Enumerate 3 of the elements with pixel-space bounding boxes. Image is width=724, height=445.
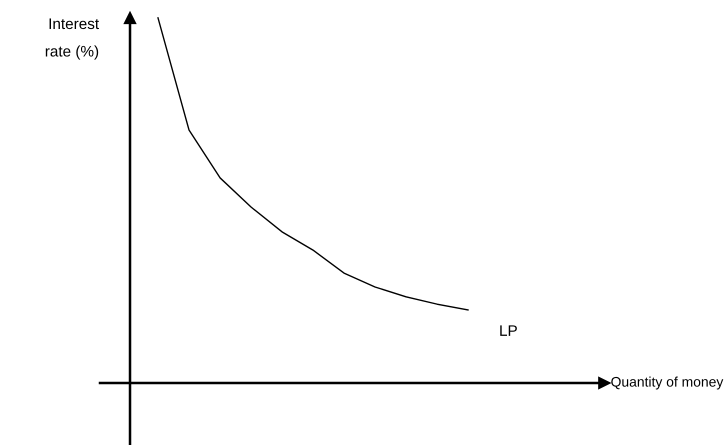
- y-axis-title: Interest rate (%): [46, 18, 99, 60]
- text: Quantity of money: [611, 376, 724, 390]
- text: LP: [500, 325, 517, 336]
